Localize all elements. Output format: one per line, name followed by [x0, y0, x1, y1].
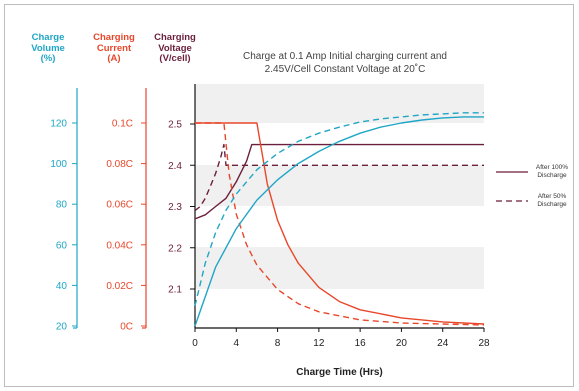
current-header-line-2: Current [96, 42, 132, 54]
plot-band-0 [195, 84, 484, 123]
legend-solid-line-1: After 100% [535, 164, 569, 171]
legend-label-dashed: After 50% Discharge [532, 193, 572, 208]
voltage-solid-series [194, 143, 484, 220]
voltage-header-line-3: (V/cell) [159, 53, 191, 64]
x-axis-title: Charge Time (Hrs) [296, 367, 383, 378]
current-tick-label-2: 0.04C [106, 240, 133, 251]
voltage-header-line-2: Voltage [158, 42, 192, 54]
legend-solid-line-2: Discharge [537, 171, 567, 179]
current-solid-series [195, 122, 485, 325]
current-tick-label-1: 0.02C [106, 281, 133, 292]
volume-tick-label-0: 20 [56, 322, 68, 333]
volume-dashed-series [194, 112, 484, 306]
legend-dashed-line-1: After 50% [537, 193, 567, 200]
voltage-tick-label-1: 2.2 [168, 243, 182, 254]
voltage-tick-label-3: 2.4 [168, 161, 182, 172]
x-tick-label-24: 24 [437, 338, 449, 349]
current-header-line-3: (A) [107, 53, 121, 64]
chart-title-line-1: Charge at 0.1 Amp Initial charging curre… [242, 51, 447, 62]
current-header-line-1: Charging [93, 32, 135, 43]
current-tick-label-0: 0C [120, 322, 133, 333]
current-axis-header: Charging Current (A) [86, 32, 142, 65]
current-tick-label-4: 0.08C [106, 159, 133, 170]
volume-tick-label-5: 120 [50, 119, 67, 130]
legend-label-solid: After 100% Discharge [532, 164, 572, 179]
x-tick-label-16: 16 [355, 338, 367, 349]
current-tick-label-3: 0.06C [106, 200, 133, 211]
voltage-tick-label-2: 2.3 [168, 202, 182, 213]
volume-solid-series [194, 116, 484, 327]
volume-header-line-1: Charge [31, 32, 65, 43]
x-tick-label-12: 12 [313, 338, 325, 349]
x-tick-label-0: 0 [192, 338, 198, 349]
chart-title: Charge at 0.1 Amp Initial charging curre… [200, 50, 490, 76]
voltage-axis-header: Charging Voltage (V/cell) [146, 32, 204, 65]
plot-band-2 [195, 247, 484, 289]
x-tick-label-20: 20 [396, 338, 408, 349]
current-tick-label-5: 0.1C [112, 119, 133, 130]
plot-band-1 [195, 165, 484, 206]
x-tick-label-4: 4 [234, 338, 240, 349]
volume-axis-header: Charge Volume (%) [22, 32, 74, 65]
volume-tick-label-2: 60 [56, 240, 68, 251]
volume-header-line-3: (%) [40, 53, 56, 64]
volume-tick-label-4: 100 [50, 159, 67, 170]
x-tick-label-28: 28 [478, 338, 490, 349]
volume-header-line-2: Volume [31, 42, 65, 54]
voltage-header-line-1: Charging [154, 32, 196, 43]
volume-tick-label-1: 40 [56, 281, 68, 292]
volume-tick-label-3: 80 [56, 200, 68, 211]
current-dashed-series [195, 122, 485, 326]
chart-title-line-2: 2.45V/Cell Constant Voltage at 20˚C [264, 64, 426, 75]
x-tick-label-8: 8 [275, 338, 281, 349]
voltage-dashed-series [194, 143, 484, 212]
voltage-tick-label-0: 2.1 [168, 285, 182, 296]
legend-dashed-line-2: Discharge [537, 200, 567, 208]
voltage-tick-label-4: 2.5 [168, 120, 182, 131]
